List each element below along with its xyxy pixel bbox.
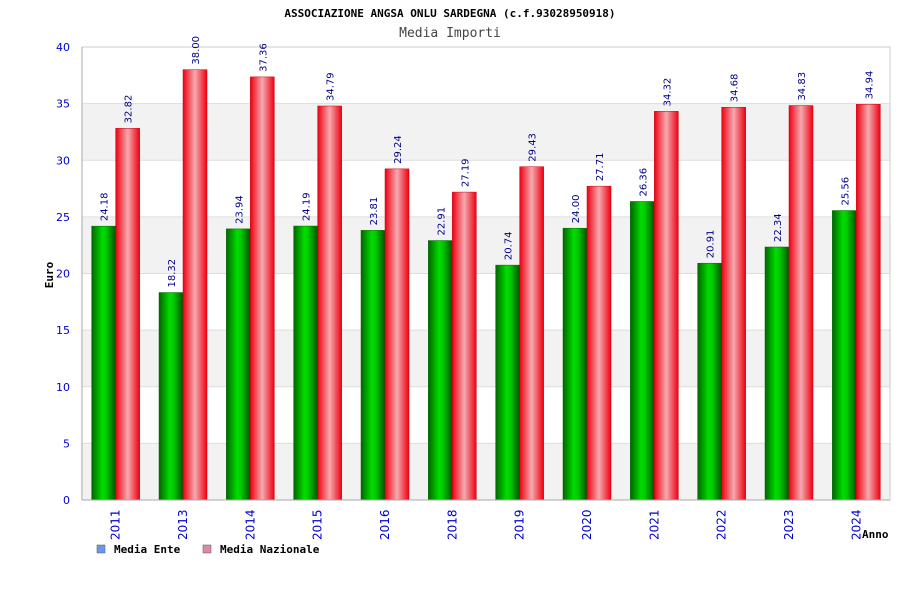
bar-media-ente-2011 — [91, 225, 116, 501]
legend-swatch — [96, 544, 106, 554]
y-tick-label: 35 — [56, 98, 70, 111]
legend-swatch — [202, 544, 212, 554]
chart-title: ASSOCIAZIONE ANGSA ONLU SARDEGNA (c.f.93… — [284, 7, 615, 20]
data-label: 27.71 — [595, 153, 606, 182]
x-tick-label: 2023 — [782, 509, 796, 540]
x-tick-label: 2021 — [647, 509, 661, 540]
plot-band — [82, 443, 890, 500]
data-label: 34.83 — [797, 72, 808, 101]
plot-background — [82, 47, 890, 500]
data-label: 24.18 — [100, 193, 111, 222]
bar-media-ente-2021 — [630, 201, 655, 501]
data-label: 25.56 — [840, 177, 851, 206]
data-label: 34.32 — [662, 78, 673, 107]
x-tick-label: 2020 — [580, 509, 594, 540]
data-label: 18.32 — [167, 259, 178, 288]
x-tick-label: 2024 — [849, 509, 863, 540]
plot-band — [82, 330, 890, 387]
data-label: 38.00 — [191, 36, 202, 65]
data-label: 29.43 — [528, 133, 539, 162]
legend: Media Ente Media Nazionale — [96, 543, 320, 556]
x-tick-label: 2014 — [243, 509, 257, 540]
x-tick-label: 2019 — [513, 509, 527, 540]
bar-media-ente-2014 — [226, 228, 251, 501]
y-tick-label: 15 — [56, 324, 70, 337]
plot-band — [82, 216, 890, 274]
data-label: 26.36 — [638, 168, 649, 197]
y-axis-label: Euro — [43, 261, 56, 288]
x-tick-label: 2015 — [311, 509, 325, 540]
bar-media-nazionale-2016 — [384, 168, 410, 501]
y-tick-label: 40 — [56, 41, 70, 54]
bar-media-nazionale-2022 — [721, 106, 746, 501]
data-labels: 24.18 32.82 18.32 38.00 23.94 37.36 24.19 34.79… — [100, 36, 876, 288]
bar-media-ente-2020 — [562, 227, 588, 501]
x-tick-label: 2016 — [378, 509, 392, 540]
bars — [91, 69, 881, 501]
bar-media-nazionale-2015 — [317, 105, 342, 501]
data-label: 34.94 — [864, 71, 875, 100]
bar-media-nazionale-2019 — [519, 166, 544, 501]
chart-subtitle: Media Importi — [399, 26, 501, 41]
x-tick-label: 2013 — [176, 509, 190, 540]
bar-media-nazionale-2014 — [250, 76, 275, 501]
plot-band — [82, 47, 890, 104]
y-tick-label: 0 — [63, 494, 70, 507]
bar-media-ente-2023 — [764, 246, 790, 501]
plot-band — [82, 386, 890, 444]
data-label: 29.24 — [393, 135, 404, 164]
data-label: 23.81 — [369, 197, 380, 226]
data-label: 34.68 — [730, 74, 741, 103]
data-label: 20.91 — [706, 230, 717, 259]
bar-media-nazionale-2020 — [586, 185, 612, 501]
x-tick-label: 2022 — [715, 509, 729, 540]
x-axis-label: Anno — [862, 528, 889, 541]
bar-media-ente-2018 — [428, 240, 453, 501]
y-tick-label: 20 — [56, 268, 70, 281]
y-tick-label: 10 — [56, 381, 70, 394]
data-label: 24.19 — [302, 192, 313, 221]
data-label: 23.94 — [234, 195, 245, 224]
x-tick-label: 2011 — [109, 509, 123, 540]
bar-media-nazionale-2024 — [856, 104, 881, 501]
plot-band — [82, 273, 890, 331]
y-axis: 0 5 10 15 20 25 30 35 40 — [56, 41, 83, 507]
data-label: 34.79 — [326, 72, 337, 101]
data-label: 37.36 — [258, 43, 269, 72]
data-label: 22.34 — [773, 213, 784, 242]
bar-media-nazionale-2023 — [788, 105, 814, 501]
y-tick-label: 30 — [56, 154, 70, 167]
data-label: 22.91 — [436, 207, 447, 236]
bar-media-ente-2016 — [360, 230, 386, 501]
bar-media-ente-2019 — [495, 264, 520, 501]
data-label: 20.74 — [504, 231, 515, 260]
bar-media-nazionale-2013 — [182, 69, 208, 501]
bar-media-nazionale-2021 — [654, 111, 679, 501]
bar-media-nazionale-2018 — [452, 191, 477, 501]
bar-media-ente-2015 — [293, 225, 318, 501]
data-label: 32.82 — [124, 95, 135, 124]
x-tick-label: 2018 — [445, 509, 459, 540]
bar-media-ente-2022 — [697, 262, 722, 501]
legend-label: Media Ente — [114, 543, 181, 556]
legend-label: Media Nazionale — [220, 543, 320, 556]
y-tick-label: 5 — [63, 437, 70, 450]
x-axis: 2011 2013 2014 2015 2016 2018 2019 2020 2021 2022… — [82, 499, 890, 540]
data-label: 27.19 — [460, 158, 471, 187]
y-tick-label: 25 — [56, 211, 70, 224]
bar-media-ente-2024 — [832, 210, 857, 501]
plot-band — [82, 103, 890, 161]
plot-band — [82, 160, 890, 217]
bar-media-ente-2013 — [158, 292, 184, 501]
bar-media-nazionale-2011 — [115, 128, 140, 501]
data-label: 24.00 — [571, 195, 582, 224]
